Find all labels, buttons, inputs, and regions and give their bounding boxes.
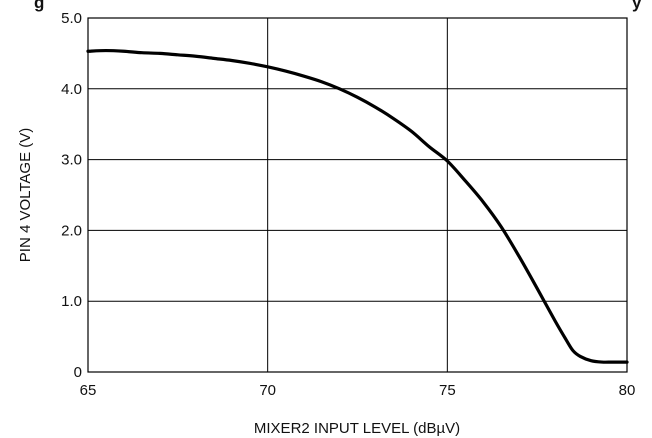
y-tick-label: 0 bbox=[74, 364, 82, 381]
x-tick-label: 80 bbox=[619, 382, 636, 399]
x-tick-label: 75 bbox=[439, 382, 456, 399]
chart-title-fragment-right: y bbox=[632, 0, 642, 12]
x-axis-label: MIXER2 INPUT LEVEL (dBµV) bbox=[254, 420, 460, 437]
y-tick-label: 1.0 bbox=[61, 293, 82, 310]
x-tick-label: 70 bbox=[259, 382, 276, 399]
y-tick-label: 5.0 bbox=[61, 10, 82, 27]
x-tick-label: 65 bbox=[80, 382, 97, 399]
plot-frame bbox=[87, 17, 628, 373]
y-tick-label: 2.0 bbox=[61, 222, 82, 239]
y-tick-label: 4.0 bbox=[61, 81, 82, 98]
grid-lines bbox=[88, 18, 627, 372]
series-line-pin4-voltage bbox=[86, 48, 629, 364]
y-axis-label: PIN 4 VOLTAGE (V) bbox=[17, 128, 34, 262]
chart-title-fragment-left: g bbox=[34, 0, 44, 12]
x-axis-ticks: 65 70 75 80 bbox=[80, 382, 636, 399]
y-axis-ticks: 0 1.0 2.0 3.0 4.0 5.0 bbox=[61, 10, 82, 381]
y-tick-label: 3.0 bbox=[61, 152, 82, 169]
